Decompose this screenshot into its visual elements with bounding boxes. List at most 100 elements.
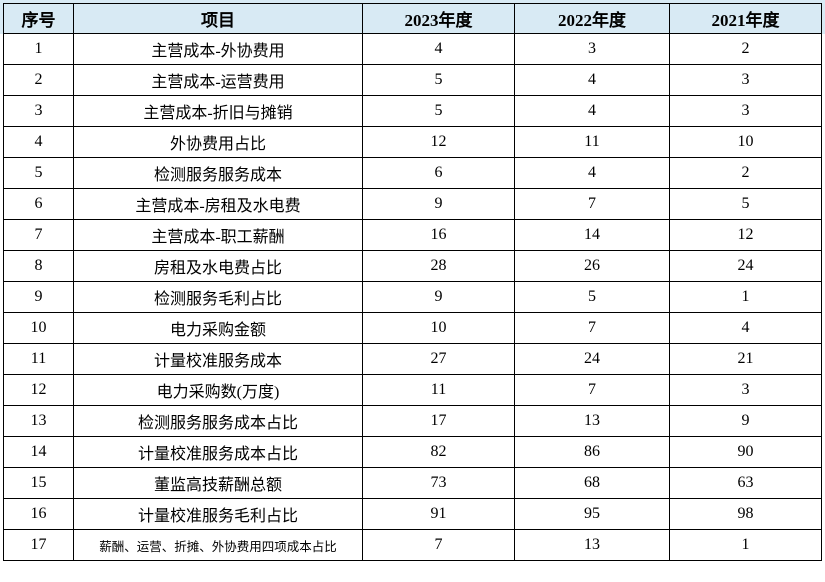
value-2021-cell: 63 <box>669 467 822 499</box>
value-2021-cell: 1 <box>669 281 822 313</box>
table-row: 16 计量校准服务毛利占比 91 95 98 <box>3 498 822 530</box>
value-2023-cell: 11 <box>362 374 515 406</box>
item-cell: 主营成本-房租及水电费 <box>73 188 363 220</box>
value-2022-cell: 13 <box>514 405 670 437</box>
row-index-cell: 1 <box>3 33 74 65</box>
item-cell: 主营成本-外协费用 <box>73 33 363 65</box>
value-2022-cell: 7 <box>514 312 670 344</box>
row-index-cell: 2 <box>3 64 74 96</box>
value-2021-cell: 90 <box>669 436 822 468</box>
value-2021-cell: 9 <box>669 405 822 437</box>
row-index-cell: 13 <box>3 405 74 437</box>
row-index-cell: 3 <box>3 95 74 127</box>
item-cell: 计量校准服务毛利占比 <box>73 498 363 530</box>
item-cell: 外协费用占比 <box>73 126 363 158</box>
row-index-cell: 14 <box>3 436 74 468</box>
col-header-item: 项目 <box>73 3 363 34</box>
item-cell: 房租及水电费占比 <box>73 250 363 282</box>
value-2023-cell: 5 <box>362 64 515 96</box>
row-index-cell: 12 <box>3 374 74 406</box>
value-2021-cell: 21 <box>669 343 822 375</box>
row-index-cell: 4 <box>3 126 74 158</box>
row-index-cell: 10 <box>3 312 74 344</box>
item-cell: 检测服务毛利占比 <box>73 281 363 313</box>
value-2023-cell: 12 <box>362 126 515 158</box>
value-2022-cell: 13 <box>514 529 670 561</box>
value-2023-cell: 4 <box>362 33 515 65</box>
table-row: 8 房租及水电费占比 28 26 24 <box>3 250 822 282</box>
cost-data-table: 序号 项目 2023年度 2022年度 2021年度 1 主营成本-外协费用 4 3 2… <box>3 3 822 561</box>
value-2022-cell: 4 <box>514 157 670 189</box>
col-header-2023: 2023年度 <box>362 3 515 34</box>
row-index-cell: 16 <box>3 498 74 530</box>
row-index-cell: 5 <box>3 157 74 189</box>
table-row: 9 检测服务毛利占比 9 5 1 <box>3 281 822 313</box>
item-cell: 电力采购金额 <box>73 312 363 344</box>
value-2022-cell: 3 <box>514 33 670 65</box>
table-row: 3 主营成本-折旧与摊销 5 4 3 <box>3 95 822 127</box>
value-2023-cell: 9 <box>362 188 515 220</box>
table-row: 2 主营成本-运营费用 5 4 3 <box>3 64 822 96</box>
value-2023-cell: 91 <box>362 498 515 530</box>
row-index-cell: 6 <box>3 188 74 220</box>
table-row: 13 检测服务服务成本占比 17 13 9 <box>3 405 822 437</box>
row-index-cell: 7 <box>3 219 74 251</box>
item-cell: 电力采购数(万度) <box>73 374 363 406</box>
value-2023-cell: 9 <box>362 281 515 313</box>
row-index-cell: 8 <box>3 250 74 282</box>
value-2022-cell: 4 <box>514 64 670 96</box>
value-2022-cell: 24 <box>514 343 670 375</box>
table-row: 10 电力采购金额 10 7 4 <box>3 312 822 344</box>
row-index-cell: 17 <box>3 529 74 561</box>
table-row: 5 检测服务服务成本 6 4 2 <box>3 157 822 189</box>
value-2023-cell: 7 <box>362 529 515 561</box>
value-2023-cell: 82 <box>362 436 515 468</box>
table-row: 1 主营成本-外协费用 4 3 2 <box>3 33 822 65</box>
value-2021-cell: 2 <box>669 157 822 189</box>
value-2021-cell: 5 <box>669 188 822 220</box>
item-cell: 计量校准服务成本 <box>73 343 363 375</box>
value-2023-cell: 17 <box>362 405 515 437</box>
col-header-index: 序号 <box>3 3 74 34</box>
value-2023-cell: 10 <box>362 312 515 344</box>
value-2022-cell: 4 <box>514 95 670 127</box>
table-row: 14 计量校准服务成本占比 82 86 90 <box>3 436 822 468</box>
table-row: 17 薪酬、运营、折摊、外协费用四项成本占比 7 13 1 <box>3 529 822 561</box>
value-2022-cell: 5 <box>514 281 670 313</box>
value-2022-cell: 11 <box>514 126 670 158</box>
value-2021-cell: 1 <box>669 529 822 561</box>
value-2022-cell: 95 <box>514 498 670 530</box>
value-2021-cell: 24 <box>669 250 822 282</box>
value-2021-cell: 3 <box>669 64 822 96</box>
value-2022-cell: 7 <box>514 374 670 406</box>
item-cell: 薪酬、运营、折摊、外协费用四项成本占比 <box>73 529 363 561</box>
header-row: 序号 项目 2023年度 2022年度 2021年度 <box>3 3 822 34</box>
value-2021-cell: 98 <box>669 498 822 530</box>
value-2021-cell: 12 <box>669 219 822 251</box>
table-body: 1 主营成本-外协费用 4 3 2 2 主营成本-运营费用 5 4 3 3 主营成本-折旧与摊销 5 4 3… <box>3 33 822 561</box>
value-2022-cell: 7 <box>514 188 670 220</box>
value-2022-cell: 86 <box>514 436 670 468</box>
value-2022-cell: 68 <box>514 467 670 499</box>
table-row: 4 外协费用占比 12 11 10 <box>3 126 822 158</box>
value-2021-cell: 2 <box>669 33 822 65</box>
table-row: 11 计量校准服务成本 27 24 21 <box>3 343 822 375</box>
row-index-cell: 11 <box>3 343 74 375</box>
value-2023-cell: 16 <box>362 219 515 251</box>
table-row: 12 电力采购数(万度) 11 7 3 <box>3 374 822 406</box>
item-cell: 计量校准服务成本占比 <box>73 436 363 468</box>
item-cell: 检测服务服务成本 <box>73 157 363 189</box>
value-2021-cell: 10 <box>669 126 822 158</box>
item-cell: 主营成本-运营费用 <box>73 64 363 96</box>
value-2023-cell: 27 <box>362 343 515 375</box>
item-cell: 主营成本-职工薪酬 <box>73 219 363 251</box>
item-cell: 检测服务服务成本占比 <box>73 405 363 437</box>
value-2021-cell: 4 <box>669 312 822 344</box>
table-row: 6 主营成本-房租及水电费 9 7 5 <box>3 188 822 220</box>
item-cell: 主营成本-折旧与摊销 <box>73 95 363 127</box>
table-row: 7 主营成本-职工薪酬 16 14 12 <box>3 219 822 251</box>
value-2021-cell: 3 <box>669 374 822 406</box>
col-header-2021: 2021年度 <box>669 3 822 34</box>
item-cell: 董监高技薪酬总额 <box>73 467 363 499</box>
